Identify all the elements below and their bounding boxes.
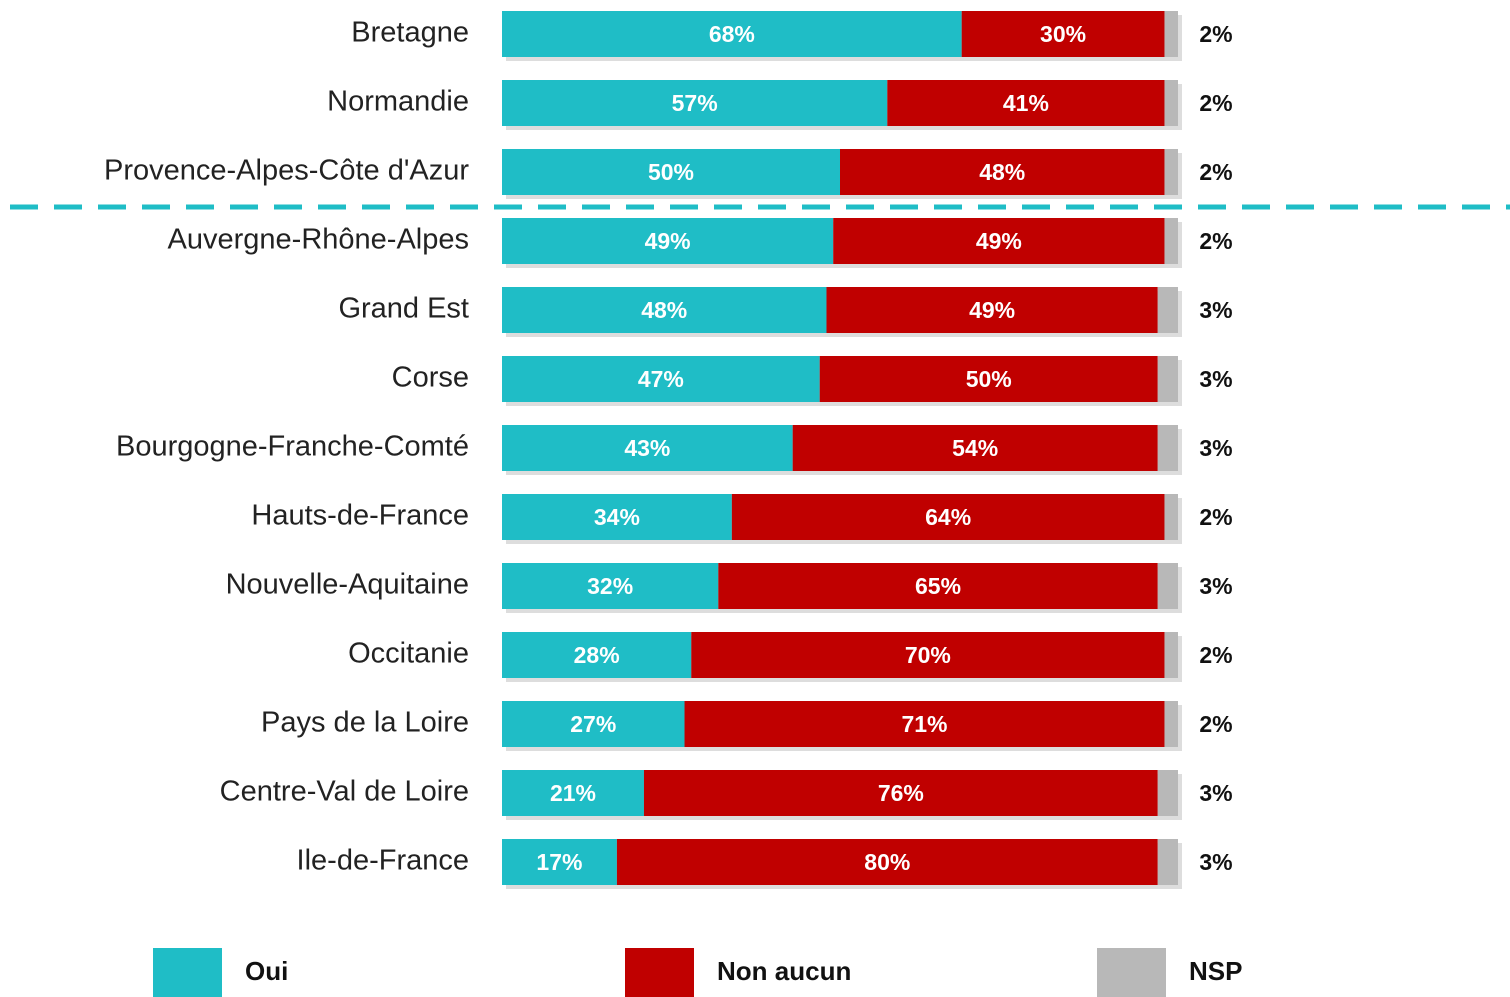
value-label: 3% <box>1199 780 1232 806</box>
category-label: Hauts-de-France <box>251 500 469 532</box>
bar-segment <box>502 149 840 195</box>
category-label: Centre-Val de Loire <box>220 776 469 808</box>
bar-segment <box>502 287 827 333</box>
legend-label: Non aucun <box>717 956 851 986</box>
bar-segment <box>1164 494 1178 540</box>
category-label: Nouvelle-Aquitaine <box>226 569 469 601</box>
value-label: 34% <box>594 504 640 530</box>
legend-label: Oui <box>245 956 288 986</box>
category-label: Bourgogne-Franche-Comté <box>116 431 469 463</box>
value-label: 3% <box>1199 366 1232 392</box>
bar-segment <box>502 839 617 885</box>
value-label: 54% <box>952 435 998 461</box>
bar-segment <box>502 563 719 609</box>
bar-segment <box>502 770 644 816</box>
value-label: 2% <box>1199 228 1232 254</box>
value-label: 80% <box>864 849 910 875</box>
bar-segment <box>1157 563 1178 609</box>
legend-swatch <box>1097 948 1166 997</box>
bar-segment <box>502 356 820 402</box>
bar-segment <box>840 149 1165 195</box>
value-label: 43% <box>624 435 670 461</box>
bar-segment <box>792 425 1158 471</box>
bar-segment <box>502 11 962 57</box>
bar-segment <box>684 701 1165 747</box>
value-label: 28% <box>574 642 620 668</box>
value-label: 48% <box>979 159 1025 185</box>
bar-segment <box>502 80 888 126</box>
value-label: 76% <box>878 780 924 806</box>
value-label: 3% <box>1199 297 1232 323</box>
bar-segment <box>826 287 1158 333</box>
category-label: Occitanie <box>348 638 469 670</box>
bar-segment <box>1157 770 1178 816</box>
bar-segment <box>502 494 732 540</box>
bar-segment <box>718 563 1158 609</box>
bar-segment <box>1164 632 1178 678</box>
value-label: 17% <box>536 849 582 875</box>
value-label: 47% <box>638 366 684 392</box>
value-label: 49% <box>976 228 1022 254</box>
value-label: 2% <box>1199 711 1232 737</box>
bar-segment <box>819 356 1158 402</box>
value-label: 2% <box>1199 90 1232 116</box>
bar-segment <box>1164 149 1178 195</box>
bar-segment <box>502 218 834 264</box>
bar-segment <box>502 632 692 678</box>
value-label: 65% <box>915 573 961 599</box>
value-label: 50% <box>648 159 694 185</box>
bar-segment <box>833 218 1165 264</box>
category-label: Ile-de-France <box>297 845 469 877</box>
bar-segment <box>1164 80 1178 126</box>
value-label: 49% <box>969 297 1015 323</box>
bar-segment <box>643 770 1158 816</box>
bar-segment <box>502 701 685 747</box>
category-label: Normandie <box>327 86 469 118</box>
bar-segment <box>691 632 1165 678</box>
category-label: Grand Est <box>338 293 469 325</box>
value-label: 3% <box>1199 849 1232 875</box>
category-label: Pays de la Loire <box>261 707 469 739</box>
value-label: 32% <box>587 573 633 599</box>
bar-segment <box>887 80 1165 126</box>
legend-swatch <box>625 948 694 997</box>
value-label: 2% <box>1199 159 1232 185</box>
value-label: 49% <box>645 228 691 254</box>
bar-segment <box>731 494 1165 540</box>
value-label: 3% <box>1199 435 1232 461</box>
value-label: 70% <box>905 642 951 668</box>
category-label: Corse <box>392 362 469 394</box>
legend-label: NSP <box>1189 956 1242 986</box>
value-label: 30% <box>1040 21 1086 47</box>
category-label: Provence-Alpes-Côte d'Azur <box>104 155 469 187</box>
bar-segment <box>1157 839 1178 885</box>
value-label: 21% <box>550 780 596 806</box>
value-label: 2% <box>1199 21 1232 47</box>
legend-swatch <box>153 948 222 997</box>
bar-segment <box>1157 425 1178 471</box>
bar-segment <box>502 425 793 471</box>
bar-segment <box>1164 218 1178 264</box>
bar-segment <box>1164 701 1178 747</box>
value-label: 41% <box>1003 90 1049 116</box>
value-label: 57% <box>672 90 718 116</box>
value-label: 50% <box>966 366 1012 392</box>
value-label: 71% <box>901 711 947 737</box>
value-label: 2% <box>1199 504 1232 530</box>
bar-segment <box>961 11 1165 57</box>
bar-segment <box>616 839 1158 885</box>
value-label: 48% <box>641 297 687 323</box>
value-label: 27% <box>570 711 616 737</box>
category-label: Auvergne-Rhône-Alpes <box>168 224 469 256</box>
value-label: 2% <box>1199 642 1232 668</box>
value-label: 68% <box>709 21 755 47</box>
bar-segment <box>1157 287 1178 333</box>
value-label: 3% <box>1199 573 1232 599</box>
value-label: 64% <box>925 504 971 530</box>
bar-segment <box>1164 11 1178 57</box>
bar-segment <box>1157 356 1178 402</box>
category-label: Bretagne <box>351 17 469 49</box>
